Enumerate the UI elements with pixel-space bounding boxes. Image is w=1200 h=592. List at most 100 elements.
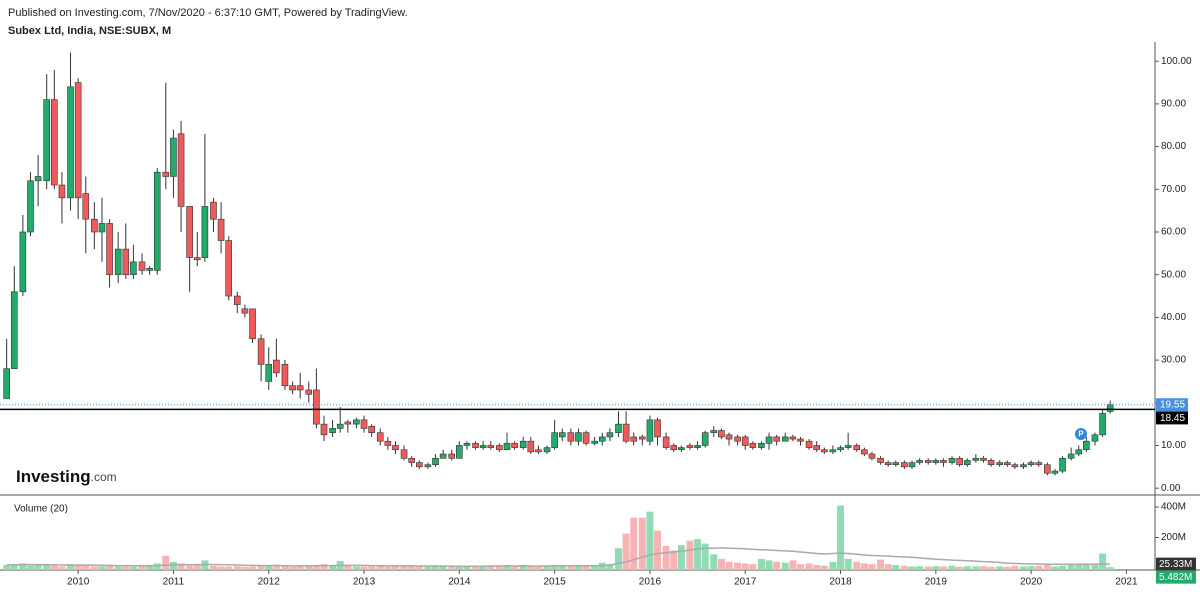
volume-bar (217, 566, 225, 570)
candle-body (257, 338, 265, 365)
volume-bar (1043, 564, 1051, 570)
volume-bar (360, 566, 368, 570)
candle-body (479, 445, 487, 448)
candle-body (122, 248, 130, 275)
candle-body (1020, 464, 1027, 468)
candle-body (392, 445, 399, 451)
candle-body (472, 443, 479, 448)
volume-bar (1099, 553, 1107, 570)
volume-bar (376, 566, 384, 570)
volume-bar (622, 533, 630, 570)
candle-body (296, 385, 304, 391)
volume-bar (106, 565, 114, 570)
candle-body (773, 436, 780, 442)
volume-bar (781, 562, 789, 570)
candle-body (813, 445, 820, 451)
volume-bar (606, 564, 614, 570)
candle-body (789, 436, 797, 440)
volume-ma-label: 25.33M (1159, 559, 1192, 570)
candle-body (313, 389, 320, 425)
candle-body (210, 201, 217, 220)
candle-body (829, 449, 837, 453)
volume-bar (694, 539, 702, 570)
logo: Investing.com (16, 467, 117, 486)
volume-bar (734, 562, 742, 570)
candle-body (567, 432, 575, 442)
candle-body (336, 423, 344, 429)
y-tick-label: 0.00 (1161, 483, 1181, 494)
candle-body (1083, 440, 1090, 451)
candle-body (1051, 470, 1059, 474)
candle-body (74, 82, 82, 199)
candle-body (177, 133, 185, 207)
candle-body (424, 464, 432, 468)
volume-bar (344, 565, 352, 570)
volume-bar (186, 565, 194, 570)
volume-bar (241, 566, 249, 570)
volume-bar (312, 564, 320, 570)
volume-last-box (1156, 570, 1196, 584)
candle-body (575, 432, 582, 442)
volume-bar (448, 566, 456, 570)
hline-label-box (1156, 411, 1188, 425)
volume-bar (877, 559, 885, 570)
candle-body (201, 206, 209, 258)
volume-bar (98, 566, 106, 570)
volume-bar (320, 564, 328, 570)
candle-body (114, 248, 122, 275)
volume-ma-line (6, 547, 1111, 567)
volume-bar (225, 566, 233, 570)
candle-body (582, 432, 590, 444)
x-tick-label: 2015 (544, 577, 567, 588)
candle-body (710, 430, 718, 433)
candle-body (543, 447, 551, 453)
candle-body (344, 421, 352, 425)
volume-bar (979, 566, 987, 570)
volume-bar (630, 517, 638, 570)
candle-body (1099, 413, 1106, 436)
y-tick-label: 40.00 (1161, 312, 1186, 323)
volume-bar (963, 566, 971, 570)
candle-body (353, 419, 360, 425)
candle-body (797, 438, 804, 442)
volume-bar (391, 566, 399, 570)
candle-body (162, 171, 170, 177)
volume-bar (551, 564, 559, 570)
volume-bar (1003, 566, 1011, 570)
volume-bar (289, 566, 297, 570)
volume-bar (352, 566, 360, 570)
volume-bar (574, 564, 582, 570)
volume-bar (765, 560, 773, 570)
volume-bar (424, 566, 432, 570)
volume-bar (844, 558, 852, 570)
candle-body (58, 184, 66, 199)
volume-bar (329, 564, 337, 570)
volume-bar (495, 566, 503, 570)
candle-body (91, 218, 98, 233)
x-tick-label: 2014 (448, 577, 471, 588)
candle-body (558, 432, 566, 438)
candle-body (519, 440, 527, 448)
volume-ma-box (1156, 557, 1196, 571)
volume-bar (281, 566, 289, 570)
y-tick-label: 90.00 (1161, 99, 1186, 110)
candle-body (170, 137, 177, 177)
volume-bar (432, 565, 440, 570)
candle-body (932, 460, 940, 463)
volume-bar (892, 564, 900, 570)
volume-bar (43, 564, 51, 570)
volume-bar (1027, 566, 1035, 570)
volume-bar (996, 566, 1004, 570)
candle-body (439, 453, 447, 459)
volume-bar (368, 566, 376, 570)
volume-bar (987, 566, 995, 570)
volume-bar (249, 566, 257, 570)
volume-bar (582, 565, 590, 570)
volume-bar (1051, 566, 1059, 570)
volume-bar (26, 565, 34, 570)
candle-body (694, 445, 701, 448)
volume-bar (805, 563, 813, 570)
candle-body (138, 261, 146, 271)
volume-bar (558, 565, 566, 570)
candle-body (463, 443, 471, 446)
